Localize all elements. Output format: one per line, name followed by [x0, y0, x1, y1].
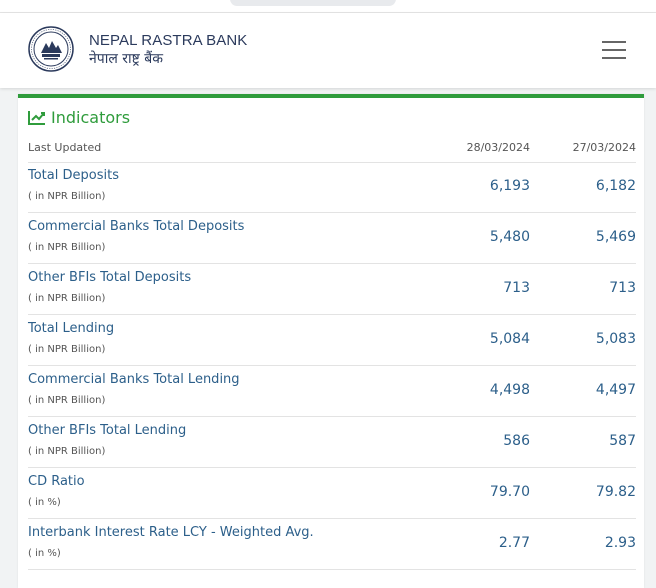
table-row: Total Deposits ( in NPR Billion) 6,193 6… — [28, 162, 636, 213]
indicator-value-date2: 713 — [609, 280, 636, 296]
indicator-value-date1: 4,498 — [489, 382, 530, 398]
indicator-value-date2: 4,497 — [595, 382, 636, 398]
indicator-value-date2: 6,182 — [595, 178, 636, 194]
brand-name-english[interactable]: NEPAL RASTRA BANK — [89, 32, 248, 49]
indicator-value-date1: 2.77 — [498, 535, 530, 551]
indicator-value-date2: 5,469 — [595, 229, 636, 245]
line-chart-icon — [28, 111, 45, 125]
indicators-table: Total Deposits ( in NPR Billion) 6,193 6… — [28, 162, 636, 570]
indicator-value-date1: 586 — [503, 433, 530, 449]
table-row: Total Lending ( in NPR Billion) 5,084 5,… — [28, 315, 636, 366]
indicator-value-date2: 2.93 — [604, 535, 636, 551]
indicator-name[interactable]: Total Lending — [28, 321, 115, 336]
indicator-unit: ( in NPR Billion) — [28, 242, 106, 253]
table-row: Other BFIs Total Deposits ( in NPR Billi… — [28, 264, 636, 315]
indicator-name[interactable]: CD Ratio — [28, 474, 85, 489]
indicator-unit: ( in %) — [28, 497, 61, 508]
table-header: Last Updated 28/03/2024 27/03/2024 — [28, 138, 636, 163]
address-bar[interactable] — [230, 0, 396, 6]
table-row: Other BFIs Total Lending ( in NPR Billio… — [28, 417, 636, 468]
indicator-value-date2: 5,083 — [595, 331, 636, 347]
card-title-text: Indicators — [51, 108, 131, 127]
indicator-unit: ( in NPR Billion) — [28, 395, 106, 406]
table-row: Commercial Banks Total Lending ( in NPR … — [28, 366, 636, 417]
indicator-value-date1: 713 — [503, 280, 530, 296]
indicator-value-date1: 79.70 — [489, 484, 530, 500]
indicator-unit: ( in NPR Billion) — [28, 191, 106, 202]
nrb-seal-icon[interactable] — [28, 26, 74, 72]
table-row: Commercial Banks Total Deposits ( in NPR… — [28, 213, 636, 264]
card-title: Indicators — [28, 108, 130, 127]
brand-name-nepali[interactable]: नेपाल राष्ट्र बैंक — [89, 51, 164, 67]
indicator-unit: ( in NPR Billion) — [28, 293, 106, 304]
table-row: Interbank Interest Rate LCY - Weighted A… — [28, 519, 636, 570]
indicator-name[interactable]: Interbank Interest Rate LCY - Weighted A… — [28, 525, 314, 540]
indicators-card: Indicators Last Updated 28/03/2024 27/03… — [18, 94, 644, 588]
indicator-value-date1: 5,084 — [489, 331, 530, 347]
indicator-name[interactable]: Commercial Banks Total Lending — [28, 372, 240, 387]
indicator-name[interactable]: Commercial Banks Total Deposits — [28, 219, 245, 234]
column-header-date1: 28/03/2024 — [466, 141, 530, 154]
indicator-name[interactable]: Total Deposits — [28, 168, 119, 183]
hamburger-menu-icon[interactable] — [602, 41, 628, 61]
indicator-unit: ( in NPR Billion) — [28, 446, 106, 457]
browser-top-strip — [0, 0, 656, 13]
indicator-value-date2: 587 — [609, 433, 636, 449]
indicator-value-date1: 5,480 — [489, 229, 530, 245]
column-header-date2: 27/03/2024 — [572, 141, 636, 154]
table-row: CD Ratio ( in %) 79.70 79.82 — [28, 468, 636, 519]
indicator-name[interactable]: Other BFIs Total Lending — [28, 423, 187, 438]
site-header: NEPAL RASTRA BANK नेपाल राष्ट्र बैंक — [0, 13, 656, 88]
indicator-name[interactable]: Other BFIs Total Deposits — [28, 270, 192, 285]
column-header-label: Last Updated — [28, 141, 102, 154]
indicator-unit: ( in %) — [28, 548, 61, 559]
indicator-value-date1: 6,193 — [489, 178, 530, 194]
indicator-value-date2: 79.82 — [595, 484, 636, 500]
indicator-unit: ( in NPR Billion) — [28, 344, 106, 355]
